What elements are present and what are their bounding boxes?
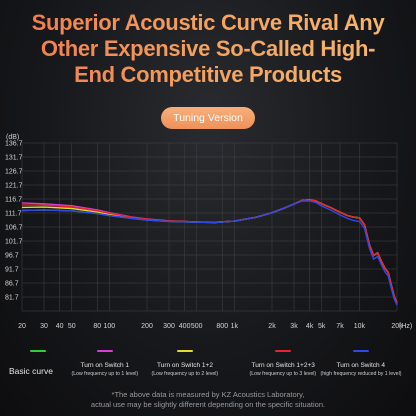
y-tick-label: 101.7 (5, 239, 23, 246)
measurement-note: *The above data is measured by KZ Acoust… (0, 390, 416, 410)
legend-swatch (275, 350, 291, 352)
x-axis-unit: (Hz) (399, 323, 412, 330)
x-tick-label: 7k (336, 323, 344, 330)
y-tick-labels: 136.7 131.7 126.7 121.7 116.7 111.7 106.7 101.7… (5, 141, 23, 302)
tuning-version-badge: Tuning Version (161, 107, 255, 129)
x-tick-label: 10k (354, 323, 366, 330)
basic-curve-label: Basic curve (9, 366, 53, 376)
x-tick-label: 400 (179, 323, 191, 330)
legend-swatch (177, 350, 193, 352)
note-line-1: *The above data is measured by KZ Acoust… (111, 390, 305, 399)
x-tick-label: 300 (163, 323, 175, 330)
legend-sublabel: (Low frequency up to 3 level) (249, 371, 317, 377)
x-tick-label: 3k (290, 323, 298, 330)
y-tick-label: 91.7 (5, 267, 19, 274)
y-tick-label: 126.7 (5, 169, 23, 176)
series-line-4 (21, 199, 398, 304)
legend-sublabel: (high frequency reduced by 1 level) (320, 371, 402, 377)
y-tick-label: 116.7 (5, 197, 22, 204)
legend-swatch (353, 350, 369, 352)
legend-label: Turn on Switch 1+2+3 (251, 362, 315, 369)
chart-grid (21, 142, 398, 312)
x-tick-label: 4k (306, 323, 314, 330)
headline: Superior Acoustic Curve Rival Any Other … (0, 10, 416, 88)
series-line-5 (21, 200, 398, 306)
y-axis-unit: (dB) (6, 134, 19, 141)
headline-line-1: Superior Acoustic Curve Rival Any (0, 10, 416, 36)
legend-sublabel: (Low frequency up to 2 level) (151, 371, 219, 377)
headline-line-2: Other Expensive So-Called High- (0, 36, 416, 62)
x-tick-label: 5k (318, 323, 326, 330)
x-tick-labels: 20 30 40 50 80 100 200 300 400 500 800 1k 2k 3k 4k 5k 7k… (18, 323, 412, 330)
legend-label: Turn on Switch 4 (336, 362, 386, 369)
note-line-2: actual use may be slightly different dep… (90, 400, 326, 409)
legend-label: Turn on Switch 1+2 (157, 362, 213, 369)
headline-line-3: End Competitive Products (0, 62, 416, 88)
legend-swatch (97, 350, 113, 352)
x-tick-label: 50 (68, 323, 76, 330)
x-tick-label: 800 (216, 323, 228, 330)
y-tick-label: 136.7 (5, 141, 23, 148)
legend-label: Turn on Switch 1 (80, 362, 130, 369)
x-tick-label: 100 (104, 323, 116, 330)
y-tick-label: 81.7 (5, 295, 19, 302)
x-tick-label: 40 (56, 323, 64, 330)
legend: Turn on Switch 1 (Low frequency up to 1 l… (0, 344, 416, 386)
y-tick-label: 106.7 (5, 225, 23, 232)
legend-sublabel: (Low frequency up to 1 level) (71, 371, 139, 377)
y-tick-label: 96.7 (5, 253, 19, 260)
response-curves (21, 199, 398, 306)
x-tick-label: 20k (391, 323, 403, 330)
x-tick-label: 80 (93, 323, 101, 330)
y-tick-label: 131.7 (5, 155, 23, 162)
x-tick-label: 30 (40, 323, 48, 330)
y-tick-label: 121.7 (5, 183, 23, 190)
y-tick-label: 111.7 (5, 211, 22, 218)
legend-swatch (30, 350, 46, 352)
x-tick-label: 20 (18, 323, 26, 330)
x-tick-label: 2k (268, 323, 276, 330)
x-tick-label: 200 (141, 323, 153, 330)
x-tick-label: 500 (191, 323, 203, 330)
y-tick-label: 86.7 (5, 281, 19, 288)
x-tick-label: 1k (231, 323, 239, 330)
